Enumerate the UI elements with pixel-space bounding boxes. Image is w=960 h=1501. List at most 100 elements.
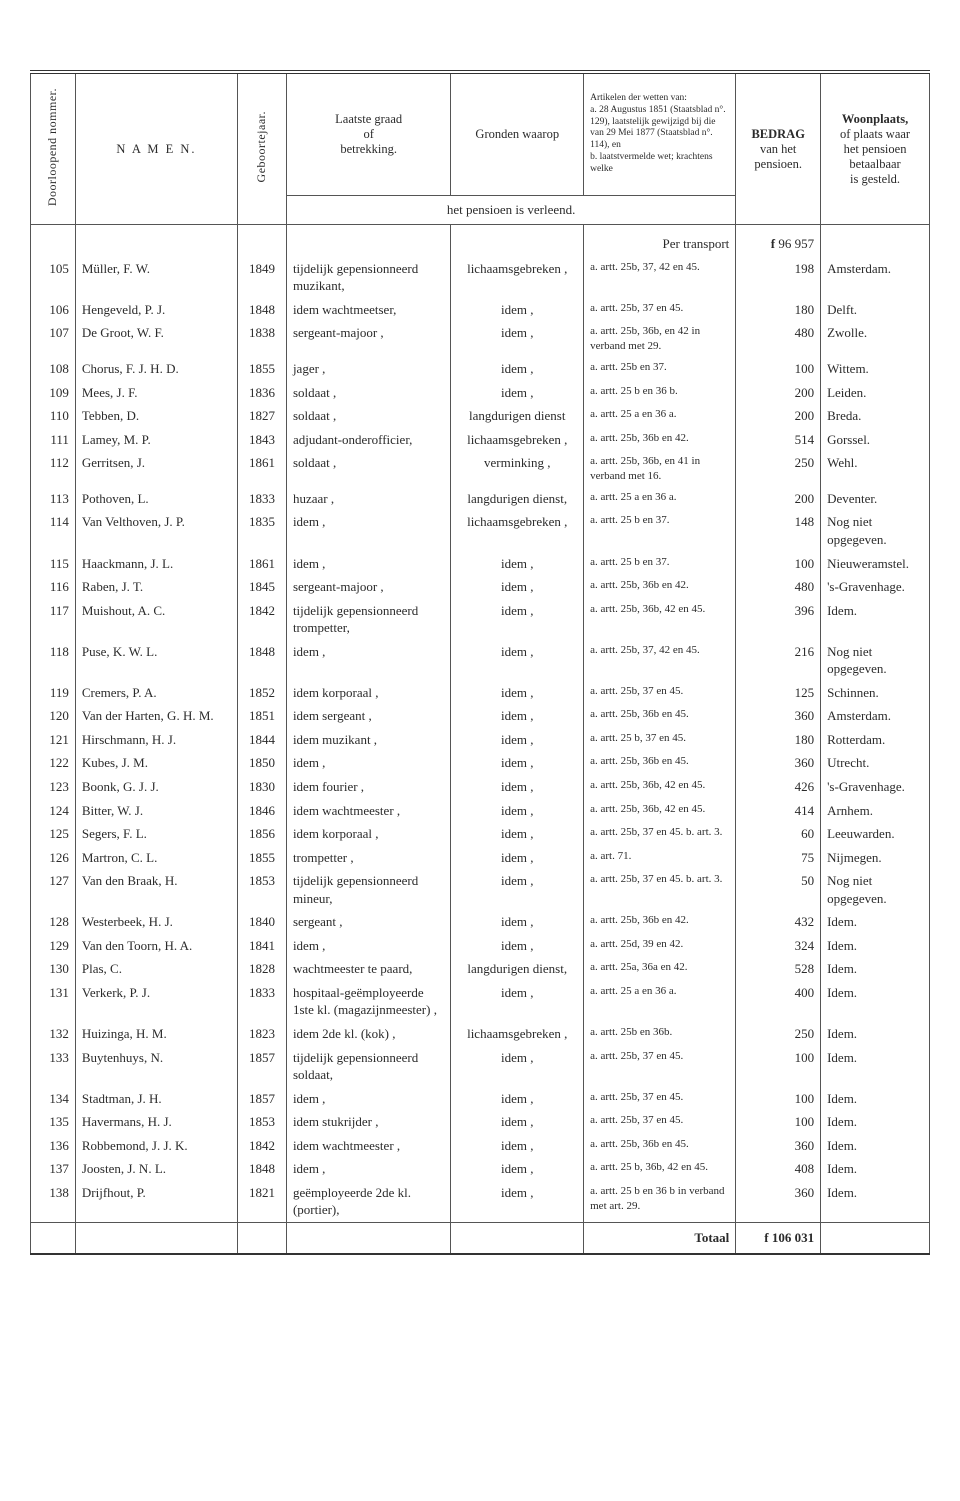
cell-number: 119 [31, 681, 76, 705]
table-row: 118Puse, K. W. L.1848idem ,idem ,a. artt… [31, 640, 930, 681]
cell-amount: 100 [736, 1110, 821, 1134]
table-row: 128Westerbeek, H. J.1840sergeant ,idem ,… [31, 910, 930, 934]
cell-year: 1849 [238, 257, 287, 298]
cell-place: Arnhem. [821, 799, 930, 823]
cell-name: Boonk, G. J. J. [75, 775, 237, 799]
cell-name: Chorus, F. J. H. D. [75, 357, 237, 381]
cell-amount: 100 [736, 1046, 821, 1087]
cell-law: a. artt. 25b en 36b. [584, 1022, 736, 1046]
cell-rank: sergeant-majoor , [286, 575, 450, 599]
cell-number: 117 [31, 599, 76, 640]
cell-name: Raben, J. T. [75, 575, 237, 599]
cell-rank: tijdelijk gepensionneerd trompetter, [286, 599, 450, 640]
cell-place: Nog niet opgegeven. [821, 869, 930, 910]
cell-name: Van Velthoven, J. P. [75, 510, 237, 551]
cell-amount: 100 [736, 552, 821, 576]
cell-ground: idem , [451, 381, 584, 405]
cell-number: 124 [31, 799, 76, 823]
cell-law: a. artt. 25 b en 36 b. [584, 381, 736, 405]
cell-year: 1844 [238, 728, 287, 752]
cell-year: 1857 [238, 1046, 287, 1087]
cell-place: 's-Gravenhage. [821, 575, 930, 599]
table-row: 138Drijfhout, P.1821geëmployeerde 2de kl… [31, 1181, 930, 1223]
cell-rank: tijdelijk gepensionneerd soldaat, [286, 1046, 450, 1087]
cell-name: Kubes, J. M. [75, 751, 237, 775]
cell-year: 1833 [238, 981, 287, 1022]
cell-year: 1853 [238, 1110, 287, 1134]
cell-year: 1848 [238, 298, 287, 322]
cell-amount: 180 [736, 298, 821, 322]
cell-place: Schinnen. [821, 681, 930, 705]
cell-name: Verkerk, P. J. [75, 981, 237, 1022]
cell-place: Leiden. [821, 381, 930, 405]
transport-amount: 96 957 [778, 236, 814, 251]
head-number: Doorloopend nommer. [31, 74, 76, 225]
cell-year: 1836 [238, 381, 287, 405]
cell-name: Pothoven, L. [75, 487, 237, 511]
cell-name: Cremers, P. A. [75, 681, 237, 705]
table-row: 121Hirschmann, H. J.1844idem muzikant ,i… [31, 728, 930, 752]
head-year-label: Geboortejaar. [254, 107, 269, 186]
cell-rank: hospitaal-geëmployeerde 1ste kl. (magazi… [286, 981, 450, 1022]
cell-amount: 400 [736, 981, 821, 1022]
cell-ground: idem , [451, 981, 584, 1022]
head-place-l3: het pensioen [827, 142, 923, 157]
cell-place: Wehl. [821, 451, 930, 487]
cell-ground: idem , [451, 357, 584, 381]
cell-ground: idem , [451, 599, 584, 640]
cell-amount: 480 [736, 321, 821, 357]
cell-number: 129 [31, 934, 76, 958]
head-place: Woonplaats, of plaats waar het pensioen … [821, 74, 930, 225]
cell-rank: geëmployeerde 2de kl. (portier), [286, 1181, 450, 1223]
cell-law: a. artt. 25b, 37, 42 en 45. [584, 640, 736, 681]
cell-place: Wittem. [821, 357, 930, 381]
cell-year: 1845 [238, 575, 287, 599]
table-row: 119Cremers, P. A.1852idem korporaal ,ide… [31, 681, 930, 705]
cell-rank: idem korporaal , [286, 822, 450, 846]
head-law-label: Artikelen der wetten van: a. 28 Augustus… [590, 93, 725, 174]
cell-rank: huzaar , [286, 487, 450, 511]
table-row: 120Van der Harten, G. H. M.1851idem serg… [31, 704, 930, 728]
cell-name: Van den Toorn, H. A. [75, 934, 237, 958]
cell-amount: 216 [736, 640, 821, 681]
cell-rank: idem , [286, 934, 450, 958]
cell-amount: 250 [736, 451, 821, 487]
cell-law: a. artt. 25b, 36b, 42 en 45. [584, 599, 736, 640]
cell-rank: idem korporaal , [286, 681, 450, 705]
cell-rank: idem , [286, 510, 450, 551]
cell-ground: lichaamsgebreken , [451, 1022, 584, 1046]
cell-amount: 408 [736, 1157, 821, 1181]
cell-number: 138 [31, 1181, 76, 1223]
cell-amount: 528 [736, 957, 821, 981]
cell-place: Idem. [821, 1087, 930, 1111]
cell-number: 131 [31, 981, 76, 1022]
cell-name: Westerbeek, H. J. [75, 910, 237, 934]
table-row: 130Plas, C.1828wachtmeester te paard,lan… [31, 957, 930, 981]
cell-rank: tijdelijk gepensionneerd mineur, [286, 869, 450, 910]
table-row: 117Muishout, A. C.1842tijdelijk gepensio… [31, 599, 930, 640]
head-place-l4: betaalbaar [827, 157, 923, 172]
table-row: 134Stadtman, J. H.1857idem ,idem ,a. art… [31, 1087, 930, 1111]
transport-row: Per transport f 96 957 [31, 225, 930, 257]
cell-place: Idem. [821, 1157, 930, 1181]
cell-ground: idem , [451, 640, 584, 681]
cell-number: 125 [31, 822, 76, 846]
cell-name: Hengeveld, P. J. [75, 298, 237, 322]
cell-law: a. artt. 25 b, 37 en 45. [584, 728, 736, 752]
cell-place: Utrecht. [821, 751, 930, 775]
cell-law: a. artt. 25b, 36b, en 41 in verband met … [584, 451, 736, 487]
cell-law: a. artt. 25b, 36b en 45. [584, 751, 736, 775]
cell-place: Nijmegen. [821, 846, 930, 870]
table-row: 137Joosten, J. N. L.1848idem ,idem ,a. a… [31, 1157, 930, 1181]
cell-number: 137 [31, 1157, 76, 1181]
transport-label: Per transport [584, 225, 736, 257]
cell-amount: 125 [736, 681, 821, 705]
cell-place: Nieuweramstel. [821, 552, 930, 576]
cell-name: Martron, C. L. [75, 846, 237, 870]
cell-number: 111 [31, 428, 76, 452]
cell-law: a. artt. 25b, 37, 42 en 45. [584, 257, 736, 298]
cell-year: 1856 [238, 822, 287, 846]
cell-amount: 514 [736, 428, 821, 452]
cell-ground: idem , [451, 1134, 584, 1158]
cell-law: a. artt. 25b, 36b, 42 en 45. [584, 799, 736, 823]
